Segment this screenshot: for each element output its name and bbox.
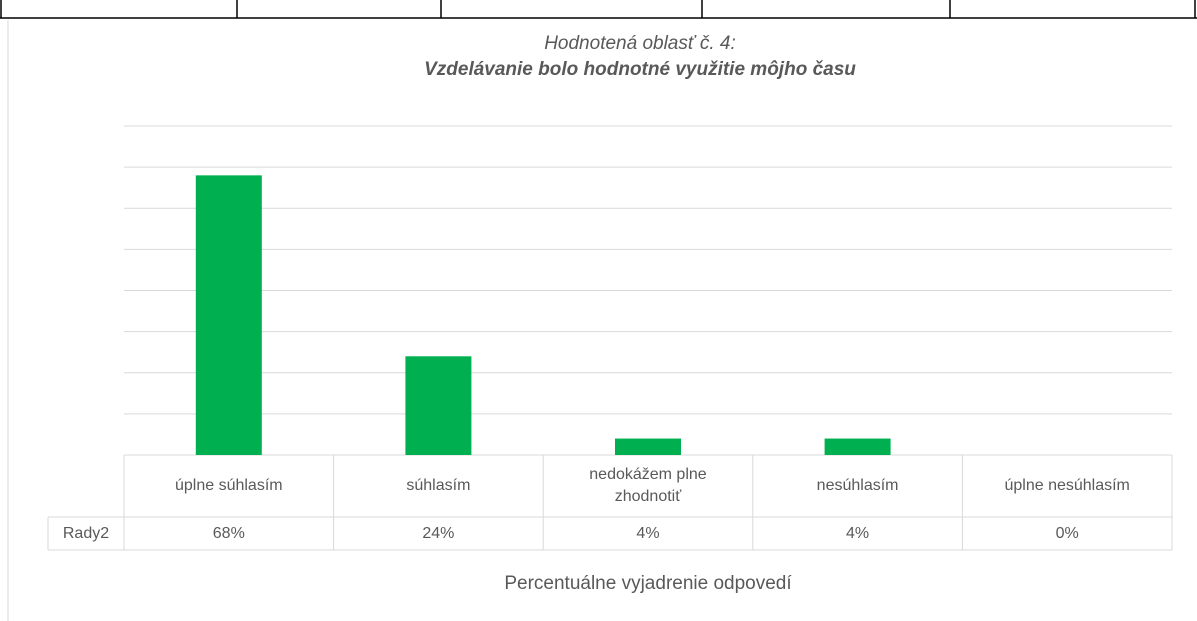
category-label: nesúhlasím <box>753 455 963 517</box>
value-label: 4% <box>753 517 963 550</box>
series-name: Rady2 <box>48 517 124 550</box>
top-table-border <box>0 0 1197 19</box>
category-label-text: súhlasím <box>406 477 471 494</box>
value-label-text: 68% <box>212 524 245 542</box>
value-label-text: 4% <box>636 524 660 542</box>
value-label: 0% <box>962 517 1172 550</box>
category-label-text: úplne nesúhlasím <box>1004 477 1130 494</box>
category-label-text: nedokážem plne zhodnotiť <box>589 466 707 505</box>
chart-subtitle: Vzdelávanie bolo hodnotné využitie môjho… <box>424 59 856 80</box>
series-name-text: Rady2 <box>62 524 110 542</box>
category-label: úplne súhlasím <box>124 455 334 517</box>
chart-title: Hodnotená oblasť č. 4: <box>544 33 736 54</box>
category-label-text: úplne súhlasím <box>174 477 283 494</box>
value-label-text: 4% <box>846 524 870 542</box>
category-label: úplne nesúhlasím <box>962 455 1172 517</box>
bar <box>615 438 681 455</box>
category-label: súhlasím <box>334 455 544 517</box>
x-axis-label: Percentuálne vyjadrenie odpovedí <box>504 573 792 594</box>
value-label-text: 24% <box>422 524 455 542</box>
value-label: 68% <box>124 517 334 550</box>
category-label: nedokážem plne zhodnotiť <box>543 455 753 517</box>
value-label: 24% <box>334 517 544 550</box>
bar <box>405 356 472 455</box>
bar <box>824 438 891 455</box>
category-label-text: nesúhlasím <box>816 477 899 494</box>
value-label: 4% <box>543 517 753 550</box>
value-label-text: 0% <box>1055 524 1079 542</box>
bar <box>195 175 262 455</box>
